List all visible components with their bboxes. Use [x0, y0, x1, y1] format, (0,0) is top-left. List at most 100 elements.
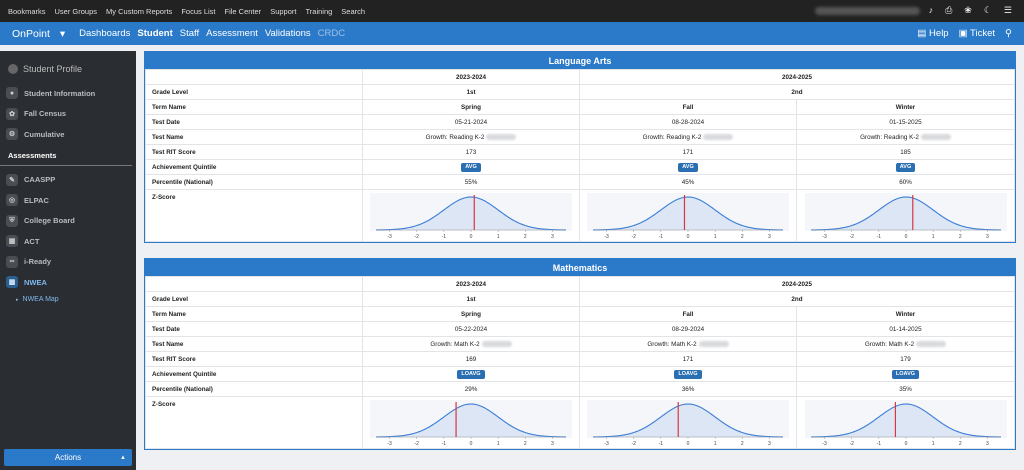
x-tick-label: -1	[659, 441, 664, 446]
onpoint-brand-menu[interactable]: OnPoint ▾	[12, 27, 66, 40]
hamburger-menu-icon[interactable]: ☰	[1003, 5, 1012, 15]
quintile-badge: AVG	[678, 162, 698, 172]
nav-staff[interactable]: Staff	[179, 28, 200, 39]
actions-button[interactable]: Actions ▲	[4, 449, 132, 466]
percentile-cell: 35%	[796, 381, 1015, 397]
ticket-button[interactable]: ▣ Ticket	[958, 28, 996, 39]
training-link[interactable]: Training	[305, 6, 333, 16]
bell-icon[interactable]: ♪	[928, 5, 934, 15]
bug-icon[interactable]: ❀	[964, 5, 972, 15]
x-tick-label: -1	[876, 441, 881, 446]
x-tick-label: 0	[470, 234, 473, 239]
quintile-badge: LOAVG	[891, 369, 920, 379]
sidebar-item-act[interactable]: ▦ ACT	[0, 231, 136, 252]
quintile-cell: AVG	[579, 159, 797, 175]
grade-level-row: Grade Level 1st 2nd	[145, 84, 1015, 100]
search-icon[interactable]: ⚲	[1005, 28, 1012, 39]
z-score-row: Z-Score -3 -2 -1 0 1 2 3 -3 -2 -1 0 1 2 3 -3 -2 -1 0 1 2 3	[145, 189, 1015, 242]
sidebar-subitem-nwea-map[interactable]: ▸ NWEA Map	[16, 296, 59, 303]
chalkboard-icon: ▦	[6, 235, 18, 248]
row-label: Test RIT Score	[145, 351, 363, 367]
sidebar-item-cumulative[interactable]: ⚙ Cumulative	[0, 124, 136, 145]
globe-icon: ◎	[6, 194, 18, 207]
percentile-cell: 60%	[796, 174, 1015, 190]
normal-curve-line	[810, 196, 1001, 231]
sidebar-item-i-ready[interactable]: ∞ i-Ready	[0, 252, 136, 273]
mathematics-panel: Mathematics 2023-2024 2024-2025 Grade Level…	[144, 258, 1016, 450]
nav-assessment[interactable]: Assessment	[206, 28, 258, 39]
sidebar-item-college-board[interactable]: ⛨ College Board	[0, 211, 136, 232]
nav-student[interactable]: Student	[137, 28, 173, 39]
z-score-chart: -3 -2 -1 0 1 2 3	[370, 193, 572, 239]
x-tick-label: -2	[414, 234, 419, 239]
x-tick-label: -3	[822, 234, 827, 239]
test-date-cell: 08-29-2024	[579, 321, 797, 337]
file-center-link[interactable]: File Center	[224, 6, 262, 16]
search-link[interactable]: Search	[341, 6, 366, 16]
nav-validations[interactable]: Validations	[264, 28, 311, 39]
year-row: 2023-2024 2024-2025	[145, 276, 1015, 292]
user-groups-link[interactable]: User Groups	[54, 6, 98, 16]
x-tick-label: -1	[659, 234, 664, 239]
quintile-badge: AVG	[461, 162, 481, 172]
sidebar: Student Profile ● Student Information ✿ Fa…	[0, 51, 136, 470]
x-tick-label: 0	[687, 441, 690, 446]
bookmarks-link[interactable]: Bookmarks	[8, 6, 46, 16]
moon-icon[interactable]: ☾	[983, 5, 992, 15]
x-tick-label: 2	[958, 234, 961, 239]
x-tick-label: -3	[387, 234, 392, 239]
x-tick-label: 3	[986, 441, 989, 446]
percentile-row: Percentile (National) 29% 36% 35%	[145, 381, 1015, 397]
top-utility-bar: Bookmarks User Groups My Custom Reports …	[0, 0, 1024, 22]
test-date-row: Test Date 05-22-2024 08-29-2024 01-14-2025	[145, 321, 1015, 337]
sidebar-item-nwea[interactable]: ▩ NWEA	[0, 272, 136, 293]
x-tick-label: 2	[524, 234, 527, 239]
x-tick-label: -2	[631, 234, 636, 239]
focus-list-link[interactable]: Focus List	[181, 6, 216, 16]
grade-level-row: Grade Level 1st 2nd	[145, 291, 1015, 307]
x-tick-label: 1	[497, 441, 500, 446]
row-label: Grade Level	[145, 84, 363, 100]
printer-icon[interactable]: ⎙	[945, 5, 953, 15]
x-tick-label: -3	[387, 441, 392, 446]
row-label: Z-Score	[145, 396, 363, 449]
profile-icon	[8, 64, 18, 74]
row-label: Z-Score	[145, 189, 363, 242]
sidebar-item-fall-census[interactable]: ✿ Fall Census	[0, 104, 136, 125]
term-name-cell: Fall	[579, 99, 797, 115]
curve-fill	[376, 404, 566, 437]
x-tick-label: 0	[470, 441, 473, 446]
panel-title: Language Arts	[145, 52, 1015, 69]
normal-curve-line	[376, 403, 566, 438]
test-name-text: Growth: Reading K-2	[642, 133, 702, 141]
quintile-cell: AVG	[796, 159, 1015, 175]
x-tick-label: -1	[442, 234, 447, 239]
help-button[interactable]: ▤ Help	[917, 28, 949, 39]
test-name-cell: Growth: Reading K-2	[362, 129, 580, 145]
percentile-cell: 55%	[362, 174, 580, 190]
test-name-row: Test Name Growth: Reading K-2 Growth: Read…	[145, 129, 1015, 145]
leaf-icon: ✿	[6, 107, 18, 120]
z-score-cell: -3 -2 -1 0 1 2 3	[579, 189, 797, 242]
x-tick-label: -3	[604, 441, 609, 446]
term-name-cell: Winter	[796, 99, 1015, 115]
normal-curve-line	[593, 403, 783, 438]
test-name-row: Test Name Growth: Math K-2 Growth: Math K-…	[145, 336, 1015, 352]
sidebar-item-elpac[interactable]: ◎ ELPAC	[0, 190, 136, 211]
sidebar-item-caaspp[interactable]: ✎ CAASPP	[0, 170, 136, 191]
my-custom-reports-link[interactable]: My Custom Reports	[106, 6, 173, 16]
x-tick-label: 2	[958, 441, 961, 446]
nav-crdc[interactable]: CRDC	[317, 28, 346, 39]
year-header: 2024-2025	[579, 69, 1015, 85]
row-label: Percentile (National)	[145, 174, 363, 190]
nav-dashboards[interactable]: Dashboards	[79, 28, 131, 39]
quintile-badge: LOAVG	[457, 369, 485, 379]
x-tick-label: 1	[714, 441, 717, 446]
sidebar-item-student-information[interactable]: ● Student Information	[0, 83, 136, 104]
quintile-cell: LOAVG	[362, 366, 580, 382]
test-name-cell: Growth: Math K-2	[579, 336, 797, 352]
x-tick-label: -1	[876, 234, 881, 239]
support-link[interactable]: Support	[270, 6, 297, 16]
grade-cell: 1st	[362, 291, 580, 307]
row-label: Test Date	[145, 114, 363, 130]
